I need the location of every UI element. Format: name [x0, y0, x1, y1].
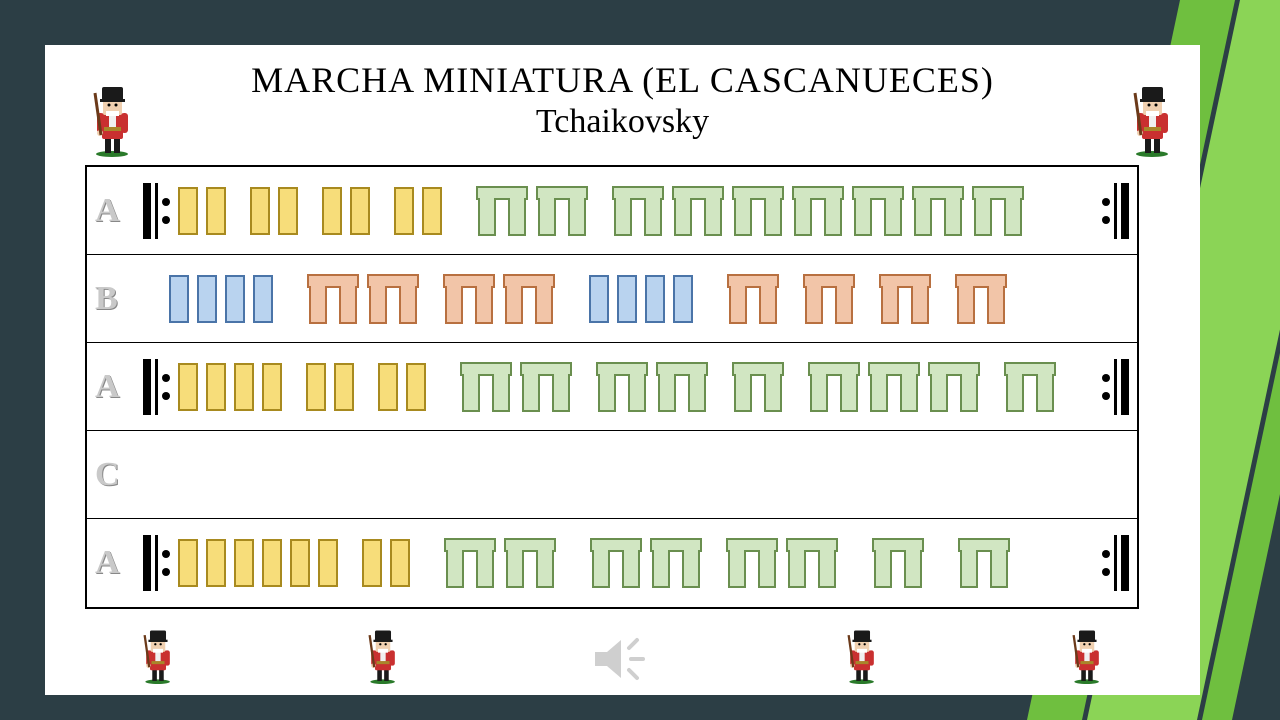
rhythm-row: A — [87, 519, 1137, 607]
rhythm-table: A B A C A — [85, 165, 1139, 609]
row-label: A — [95, 368, 135, 406]
eighth-pair-note — [727, 274, 779, 324]
quarter-note — [645, 275, 665, 323]
quarter-note — [362, 539, 382, 587]
eighth-pair-note — [928, 362, 980, 412]
eighth-pair-note — [443, 274, 495, 324]
eighth-pair-note — [972, 186, 1024, 236]
quarter-note — [253, 275, 273, 323]
eighth-pair-note — [955, 274, 1007, 324]
speaker-icon[interactable] — [587, 634, 657, 689]
quarter-note — [178, 363, 198, 411]
quarter-note — [378, 363, 398, 411]
quarter-note — [673, 275, 693, 323]
quarter-note — [394, 187, 414, 235]
eighth-pair-note — [872, 538, 924, 588]
quarter-note — [306, 363, 326, 411]
quarter-note — [589, 275, 609, 323]
eighth-pair-note — [792, 186, 844, 236]
eighth-pair-note — [732, 186, 784, 236]
quarter-note — [334, 363, 354, 411]
repeat-end-icon — [1102, 359, 1129, 415]
slide-card: MARCHA MINIATURA (EL CASCANUECES) Tchaik… — [45, 45, 1200, 695]
quarter-note — [278, 187, 298, 235]
quarter-note — [250, 187, 270, 235]
eighth-pair-note — [536, 186, 588, 236]
quarter-note — [262, 539, 282, 587]
eighth-pair-note — [367, 274, 419, 324]
row-label: C — [95, 456, 135, 494]
row-label: A — [95, 192, 135, 230]
slide-title: MARCHA MINIATURA (EL CASCANUECES) — [45, 59, 1200, 101]
quarter-note — [225, 275, 245, 323]
eighth-pair-note — [444, 538, 496, 588]
quarter-note — [318, 539, 338, 587]
eighth-pair-note — [504, 538, 556, 588]
quarter-note — [262, 363, 282, 411]
repeat-end-icon — [1102, 183, 1129, 239]
quarter-note — [390, 539, 410, 587]
eighth-pair-note — [503, 274, 555, 324]
eighth-pair-note — [476, 186, 528, 236]
nutcracker-icon — [1125, 85, 1180, 162]
rhythm-row: A — [87, 343, 1137, 431]
quarter-note — [617, 275, 637, 323]
eighth-pair-note — [612, 186, 664, 236]
nutcracker-icon — [1066, 629, 1108, 689]
row-label: B — [95, 280, 135, 318]
eighth-pair-note — [590, 538, 642, 588]
eighth-pair-note — [786, 538, 838, 588]
repeat-end-icon — [1102, 535, 1129, 591]
quarter-note — [322, 187, 342, 235]
eighth-pair-note — [868, 362, 920, 412]
quarter-note — [350, 187, 370, 235]
quarter-note — [169, 275, 189, 323]
nutcracker-icon — [841, 629, 883, 689]
eighth-pair-note — [852, 186, 904, 236]
eighth-pair-note — [912, 186, 964, 236]
eighth-pair-note — [520, 362, 572, 412]
eighth-pair-note — [1004, 362, 1056, 412]
eighth-pair-note — [672, 186, 724, 236]
quarter-note — [406, 363, 426, 411]
eighth-pair-note — [307, 274, 359, 324]
quarter-note — [178, 187, 198, 235]
eighth-pair-note — [460, 362, 512, 412]
rhythm-row: C — [87, 431, 1137, 519]
quarter-note — [422, 187, 442, 235]
eighth-pair-note — [650, 538, 702, 588]
eighth-pair-note — [803, 274, 855, 324]
nutcracker-icon — [362, 629, 404, 689]
slide-subtitle: Tchaikovsky — [45, 103, 1200, 141]
rhythm-row: A — [87, 167, 1137, 255]
eighth-pair-note — [596, 362, 648, 412]
eighth-pair-note — [808, 362, 860, 412]
eighth-pair-note — [726, 538, 778, 588]
quarter-note — [234, 363, 254, 411]
repeat-begin-icon — [143, 359, 170, 415]
nutcracker-icon — [85, 85, 140, 162]
quarter-note — [206, 539, 226, 587]
rhythm-row: B — [87, 255, 1137, 343]
quarter-note — [178, 539, 198, 587]
quarter-note — [290, 539, 310, 587]
quarter-note — [197, 275, 217, 323]
quarter-note — [206, 363, 226, 411]
quarter-note — [234, 539, 254, 587]
eighth-pair-note — [958, 538, 1010, 588]
eighth-pair-note — [656, 362, 708, 412]
eighth-pair-note — [732, 362, 784, 412]
eighth-pair-note — [879, 274, 931, 324]
row-label: A — [95, 544, 135, 582]
repeat-begin-icon — [143, 183, 170, 239]
footer-icons — [45, 629, 1200, 689]
repeat-begin-icon — [143, 535, 170, 591]
slide-background: MARCHA MINIATURA (EL CASCANUECES) Tchaik… — [0, 0, 1280, 720]
nutcracker-icon — [137, 629, 179, 689]
quarter-note — [206, 187, 226, 235]
